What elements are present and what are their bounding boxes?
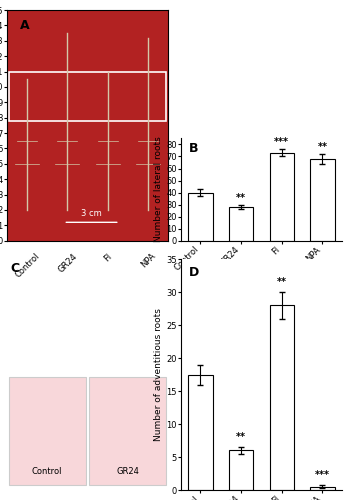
Bar <box>310 159 335 241</box>
Bar <box>188 374 213 490</box>
Text: C: C <box>10 262 19 274</box>
Y-axis label: Number of adventitious roots: Number of adventitious roots <box>154 308 163 441</box>
Text: **: ** <box>318 142 327 152</box>
Text: **: ** <box>236 432 246 442</box>
Text: D: D <box>189 266 199 279</box>
Text: ***: *** <box>315 470 330 480</box>
Text: **: ** <box>236 193 246 203</box>
Text: 3 cm: 3 cm <box>81 208 102 218</box>
Text: NPA: NPA <box>313 139 330 148</box>
Text: B: B <box>189 142 199 154</box>
Bar <box>310 486 335 490</box>
Text: Control: Control <box>186 139 216 148</box>
Text: GR24: GR24 <box>116 467 139 476</box>
FancyBboxPatch shape <box>9 492 86 500</box>
Text: Fl: Fl <box>278 139 285 148</box>
Y-axis label: Number of lateral roots: Number of lateral roots <box>154 136 163 242</box>
Text: **: ** <box>277 277 287 287</box>
Text: Control: Control <box>13 252 41 280</box>
Bar <box>229 207 253 241</box>
Text: A: A <box>20 19 30 32</box>
Text: NPA: NPA <box>139 252 157 270</box>
Bar <box>270 153 294 241</box>
FancyBboxPatch shape <box>9 377 86 486</box>
Text: Control: Control <box>32 467 62 476</box>
Bar <box>270 306 294 490</box>
Bar <box>229 450 253 490</box>
FancyBboxPatch shape <box>89 377 166 486</box>
Text: Fl: Fl <box>102 252 113 263</box>
FancyBboxPatch shape <box>89 492 166 500</box>
Text: GR24: GR24 <box>56 252 79 274</box>
Text: ***: *** <box>274 138 289 147</box>
Text: GR24: GR24 <box>230 139 253 148</box>
Bar <box>188 192 213 241</box>
